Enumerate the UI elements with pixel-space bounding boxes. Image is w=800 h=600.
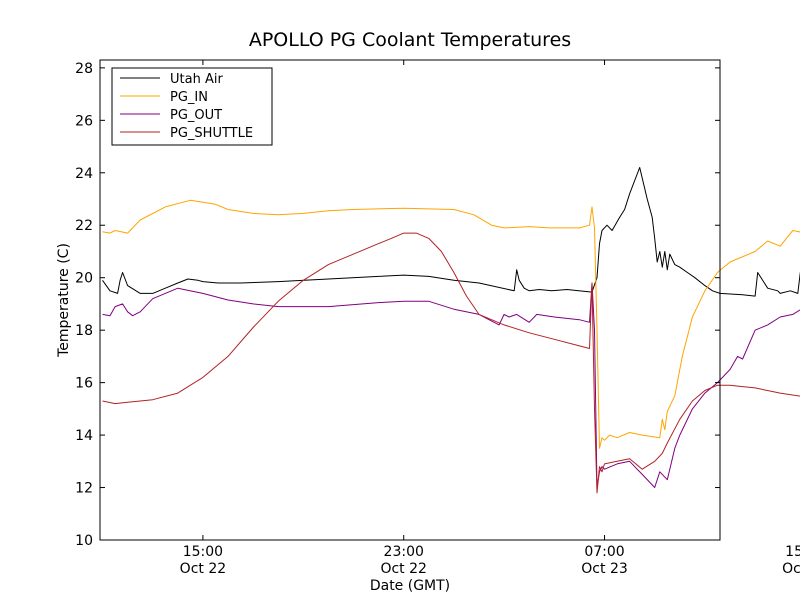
y-tick-label: 14 (75, 428, 93, 444)
legend-label: Utah Air (170, 72, 223, 87)
plot-frame (99, 59, 721, 541)
series-line-pg-shuttle (102, 232, 800, 494)
series-lines (102, 167, 800, 494)
chart-title: APOLLO PG Coolant Temperatures (249, 29, 571, 51)
legend-label: PG_IN (170, 90, 208, 105)
y-tick-label: 20 (75, 271, 93, 287)
y-tick-label: 24 (75, 166, 93, 182)
legend: Utah Air PG_IN PG_OUT PG_SHUTTLE (111, 67, 273, 146)
y-tick-label: 16 (75, 376, 93, 392)
series-line-pg-in (102, 199, 800, 449)
x-tick-label-time: 15:00 (183, 544, 223, 560)
y-tick-label: 28 (75, 61, 93, 77)
x-tick-label-date: Oct 22 (180, 561, 226, 577)
axis-ticks (100, 60, 720, 541)
x-tick-label-date: Oct 23 (782, 561, 800, 577)
x-tick-label-time: 23:00 (384, 544, 424, 560)
x-axis-label: Date (GMT) (370, 578, 450, 594)
legend-label: PG_SHUTTLE (170, 126, 253, 141)
y-tick-label: 26 (75, 113, 93, 129)
y-axis-label: Temperature (C) (56, 243, 72, 358)
y-tick-label: 12 (75, 481, 93, 497)
x-tick-label-time: 15:00 (785, 544, 800, 560)
legend-label: PG_OUT (170, 108, 222, 123)
series-line-utah-air (102, 167, 800, 297)
x-tick-label-time: 07:00 (584, 544, 624, 560)
y-tick-label: 10 (75, 533, 93, 549)
x-tick-label-date: Oct 22 (380, 561, 426, 577)
y-tick-label: 18 (75, 323, 93, 339)
x-tick-label-date: Oct 23 (581, 561, 627, 577)
y-tick-label: 22 (75, 218, 93, 234)
